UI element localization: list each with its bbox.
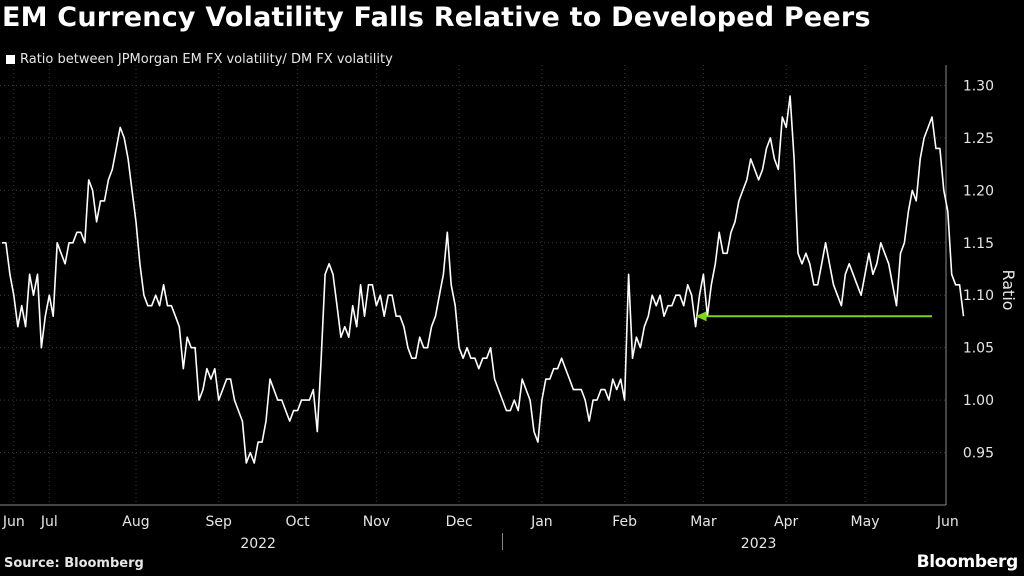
x-tick-label: Feb (612, 514, 637, 530)
x-tick-label: Apr (774, 514, 798, 530)
y-tick-label: 1.20 (963, 183, 994, 199)
legend: Ratio between JPMorgan EM FX volatility/… (6, 52, 393, 67)
x-tick-label: Sep (206, 514, 233, 530)
annotation-arrow-head (695, 311, 707, 322)
x-tick-label: Jul (40, 514, 58, 530)
x-tick-label: Jan (530, 514, 553, 530)
y-tick-label: 1.10 (963, 288, 994, 304)
source-note: Source: Bloomberg (4, 556, 144, 571)
y-tick-label: 1.05 (963, 341, 994, 357)
x-tick-label: Mar (690, 514, 717, 530)
y-tick-label: 0.95 (963, 446, 994, 462)
x-tick-label: Jun (2, 514, 25, 530)
series-line (2, 95, 965, 464)
y-tick-label: 1.15 (963, 236, 994, 252)
x-tick-label: Nov (363, 514, 390, 530)
y-tick-label: 1.00 (963, 393, 994, 409)
x-tick-label: Oct (285, 514, 310, 530)
x-tick-label: Aug (122, 514, 149, 530)
y-tick-label: 1.30 (963, 78, 994, 94)
x-tick-label: Jun (936, 514, 959, 530)
legend-swatch (6, 55, 15, 64)
year-label: 2022 (240, 536, 276, 552)
bloomberg-logo: Bloomberg (916, 552, 1019, 572)
y-axis-title: Ratio (999, 269, 1018, 310)
y-tick-label: 1.25 (963, 131, 994, 147)
chart-title: EM Currency Volatility Falls Relative to… (2, 2, 871, 33)
x-tick-label: Dec (446, 514, 473, 530)
year-label: 2023 (741, 536, 777, 552)
legend-label: Ratio between JPMorgan EM FX volatility/… (20, 52, 393, 67)
x-tick-label: May (851, 514, 880, 530)
